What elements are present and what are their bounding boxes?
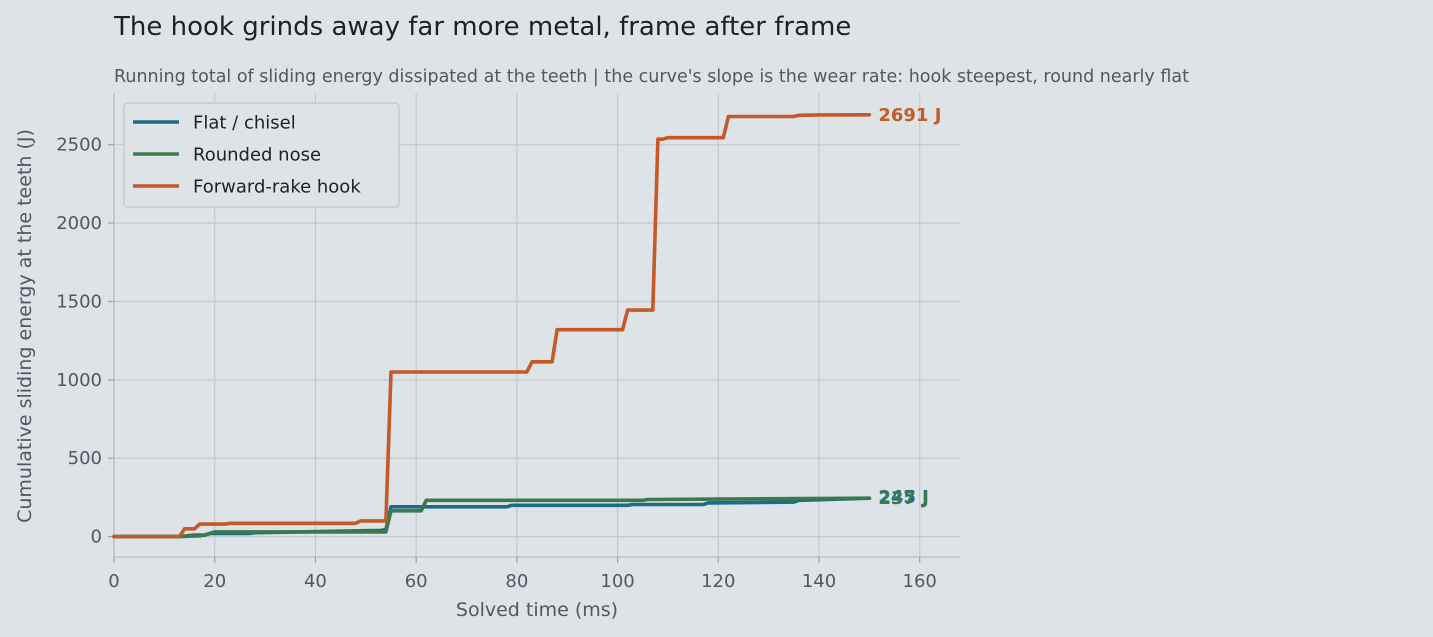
legend: Flat / chisel Rounded nose Forward-rake ho… [123, 102, 400, 208]
x-tick-label: 20 [203, 571, 226, 592]
x-tick-label: 120 [701, 571, 735, 592]
x-tick-label: 100 [600, 571, 634, 592]
y-tick-label: 500 [68, 448, 102, 469]
legend-label-rounded-nose: Rounded nose [193, 145, 321, 166]
y-tick-label: 1500 [56, 291, 102, 312]
end-label-forward-rake-hook: 2691 J [878, 105, 941, 126]
x-tick-label: 0 [108, 571, 119, 592]
series-layer [112, 113, 872, 539]
legend-label-forward-rake-hook: Forward-rake hook [193, 177, 361, 198]
legend-label-flat-chisel: Flat / chisel [193, 113, 296, 134]
y-tick-label: 1000 [56, 370, 102, 391]
legend-box [123, 102, 400, 208]
series-line-forward-rake-hook [112, 113, 872, 539]
x-tick-label: 160 [903, 571, 937, 592]
y-axis-label: Cumulative sliding energy at the teeth (… [14, 129, 36, 523]
x-tick-label: 140 [802, 571, 836, 592]
grid [113, 93, 960, 557]
x-tick-label: 60 [405, 571, 428, 592]
y-tick-label: 0 [91, 527, 102, 548]
x-tick-label: 40 [304, 571, 327, 592]
x-axis-ticks: 0 20 40 60 80 100 120 140 160 [108, 557, 937, 592]
chart-title: The hook grinds away far more metal, fra… [113, 12, 851, 42]
end-label-flat-chisel: 245 J [878, 487, 929, 508]
y-axis-ticks: 0 500 1000 1500 2000 2500 [56, 135, 114, 548]
end-label-rounded-nose: 237 J [878, 488, 929, 509]
chart-subtitle: Running total of sliding energy dissipat… [114, 67, 1189, 87]
series-line-rounded-nose [112, 496, 872, 539]
y-tick-label: 2000 [56, 213, 102, 234]
x-tick-label: 80 [505, 571, 528, 592]
x-axis-label: Solved time (ms) [456, 599, 618, 621]
y-tick-label: 2500 [56, 135, 102, 156]
